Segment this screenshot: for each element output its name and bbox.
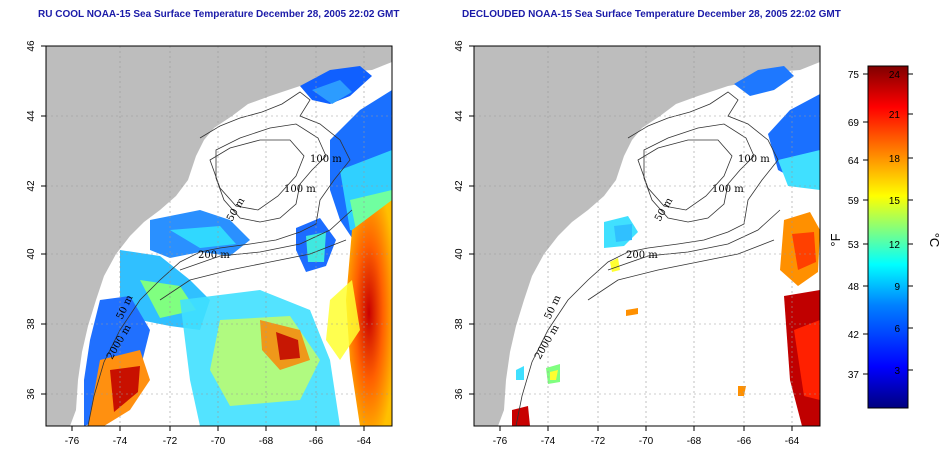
contour-label-100m-a: 100 m [310, 154, 342, 165]
right-sst-map: 100 m 100 m 50 m 200 m 50 m 2000 m -76 -… [454, 40, 821, 447]
right-x-axis: -76 -74 -72 -70 -68 -66 -64 [493, 426, 800, 447]
y-tick-label: 44 [454, 110, 465, 122]
left-map-title: RU COOL NOAA-15 Sea Surface Temperature … [38, 9, 400, 20]
x-tick-label: -74 [541, 436, 556, 447]
fahrenheit-tick-label: 69 [848, 118, 860, 129]
y-tick-label: 46 [26, 40, 37, 52]
y-tick-label: 42 [454, 180, 465, 192]
y-tick-label: 40 [454, 248, 465, 260]
y-tick-label: 38 [26, 318, 37, 330]
right-y-axis: 46 44 42 40 38 36 [454, 40, 474, 400]
land-mass [46, 46, 392, 426]
right-map-title: DECLOUDED NOAA-15 Sea Surface Temperatur… [462, 9, 841, 20]
celsius-tick-label: 18 [889, 154, 901, 165]
x-tick-label: -74 [113, 436, 128, 447]
x-tick-label: -76 [493, 436, 508, 447]
colorbar-celsius-axis: 24 21 18 15 12 9 6 3 [889, 70, 913, 377]
celsius-tick-label: 9 [894, 282, 900, 293]
y-tick-label: 42 [26, 180, 37, 192]
fahrenheit-tick-label: 64 [848, 156, 860, 167]
contour-label-200m: 200 m [626, 250, 658, 261]
x-tick-label: -72 [591, 436, 606, 447]
y-tick-label: 44 [26, 110, 37, 122]
celsius-unit-label: °C [927, 233, 942, 248]
fahrenheit-tick-label: 75 [848, 70, 860, 81]
left-x-axis: -76 -74 -72 -70 -68 -66 -64 [65, 426, 372, 447]
x-tick-label: -64 [357, 436, 372, 447]
fahrenheit-tick-label: 48 [848, 282, 860, 293]
celsius-tick-label: 6 [894, 324, 900, 335]
fahrenheit-tick-label: 42 [848, 330, 860, 341]
x-tick-label: -66 [737, 436, 752, 447]
y-tick-label: 40 [26, 248, 37, 260]
celsius-tick-label: 24 [889, 70, 901, 81]
y-tick-label: 38 [454, 318, 465, 330]
land-mass [474, 46, 820, 426]
x-tick-label: -66 [309, 436, 324, 447]
x-tick-label: -76 [65, 436, 80, 447]
celsius-tick-label: 3 [894, 366, 900, 377]
contour-label-100m-b: 100 m [712, 184, 744, 195]
y-tick-label: 36 [26, 388, 37, 400]
fahrenheit-unit-label: °F [828, 233, 843, 246]
colorbar-gradient [867, 65, 909, 409]
fahrenheit-tick-label: 59 [848, 196, 860, 207]
celsius-tick-label: 12 [889, 240, 901, 251]
x-tick-label: -70 [211, 436, 226, 447]
x-tick-label: -68 [259, 436, 274, 447]
x-tick-label: -64 [785, 436, 800, 447]
y-tick-label: 36 [454, 388, 465, 400]
fahrenheit-tick-label: 37 [848, 370, 860, 381]
colorbar-fahrenheit-axis: 75 69 64 59 53 48 42 37 [848, 70, 868, 381]
celsius-tick-label: 21 [889, 110, 901, 121]
sst-patch-north [734, 66, 794, 96]
x-tick-label: -68 [687, 436, 702, 447]
x-tick-label: -70 [639, 436, 654, 447]
celsius-tick-label: 15 [889, 196, 901, 207]
contour-label-200m: 200 m [198, 250, 230, 261]
left-y-axis: 46 44 42 40 38 36 [26, 40, 46, 400]
y-tick-label: 46 [454, 40, 465, 52]
contour-label-100m-a: 100 m [738, 154, 770, 165]
left-sst-map: 100 m 100 m 50 m 200 m 50 m 2000 m -76 -… [26, 40, 393, 447]
fahrenheit-tick-label: 53 [848, 240, 860, 251]
x-tick-label: -72 [163, 436, 178, 447]
temperature-colorbar: 75 69 64 59 53 48 42 37 24 21 18 15 12 9… [828, 65, 942, 409]
contour-label-100m-b: 100 m [284, 184, 316, 195]
